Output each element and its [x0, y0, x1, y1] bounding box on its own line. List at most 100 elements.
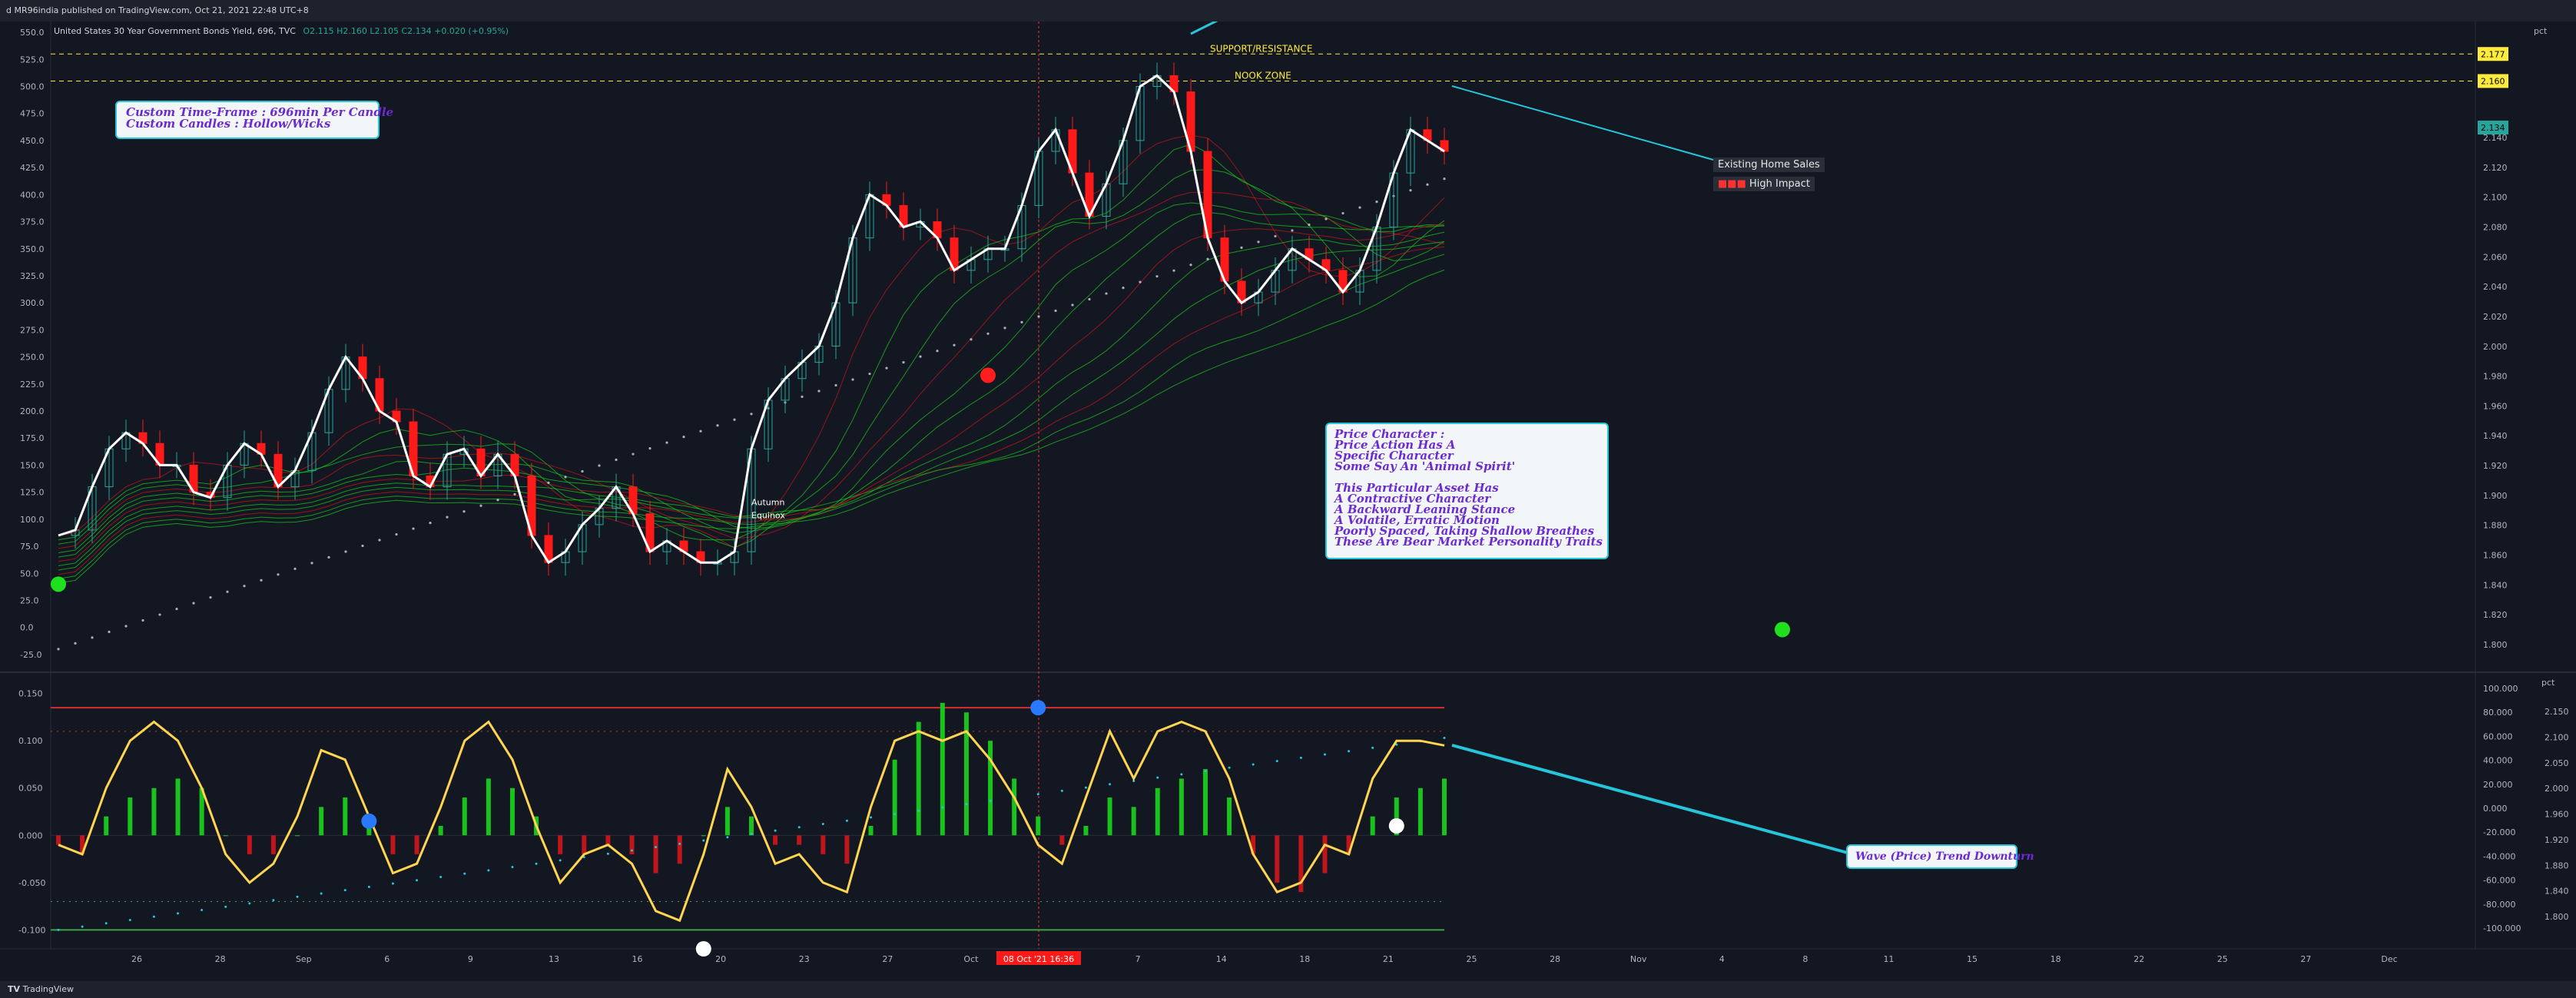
signal-marker-0: [980, 367, 996, 383]
osc-trail-dot-8: [248, 902, 251, 905]
right-scale-pct: pct: [2534, 26, 2548, 36]
histogram-bar-36: [916, 721, 921, 836]
osc-trail-dot-1: [81, 925, 84, 928]
histogram-bar-39: [988, 741, 993, 836]
histogram-bar-1: [80, 835, 85, 854]
osc-right2-tick-4: 1.960: [2545, 810, 2569, 820]
osc-trail-dot-13: [367, 885, 370, 888]
trail-dot-55: [986, 332, 990, 335]
time-tick-22: 15: [1967, 954, 1978, 964]
trail-dot-12: [260, 579, 263, 582]
left-tick-label-19: 75.0: [20, 542, 39, 552]
osc-right-tick-2: 60.000: [2483, 731, 2513, 741]
histogram-bar-7: [223, 835, 228, 837]
osc-trail-dot-27: [702, 839, 705, 842]
histogram-bar-25: [653, 835, 658, 874]
left-tick-label-9: 325.0: [20, 271, 45, 281]
osc-trail-dot-46: [1156, 776, 1159, 779]
osc-trail-dot-0: [57, 928, 60, 931]
histogram-bar-16: [438, 825, 443, 836]
timeframe-line-1: Custom Time-Frame : 696min Per Candle: [126, 105, 394, 119]
equinox-label-2: Equinox: [751, 510, 785, 520]
osc-trail-dot-39: [989, 799, 992, 802]
trail-dot-66: [1172, 269, 1175, 272]
osc-trail-dot-30: [774, 829, 777, 832]
symbol-title: United States 30 Year Government Bonds Y…: [54, 26, 296, 36]
histogram-bar-26: [677, 835, 682, 864]
time-tick-2: Sep: [296, 954, 312, 964]
trail-dot-6: [158, 613, 161, 616]
trail-dot-10: [226, 590, 229, 593]
left-tick-label-1: 525.0: [20, 55, 45, 65]
osc-trail-dot-49: [1228, 766, 1231, 769]
trail-dot-38: [699, 429, 702, 433]
histogram-bar-42: [1059, 835, 1065, 845]
osc-trail-dot-29: [750, 832, 753, 835]
character-line-1: Price Character :: [1334, 427, 1445, 441]
histogram-bar-24: [629, 835, 635, 854]
histogram-bar-37: [940, 702, 945, 836]
osc-right2-tick-3: 2.000: [2545, 784, 2569, 794]
trail-dot-17: [344, 550, 347, 553]
trail-dot-41: [750, 413, 753, 416]
osc-right-tick-7: -40.000: [2483, 851, 2515, 861]
time-tick-16: 25: [1466, 954, 1477, 964]
osc-left-tick-1: 0.100: [18, 736, 43, 746]
osc-right-tick-0: 100.000: [2483, 684, 2518, 694]
wave-downturn-label: Wave (Price) Trend Downturn: [1855, 850, 2034, 863]
osc-left-tick-2: 0.050: [18, 784, 43, 794]
histogram-bar-47: [1179, 778, 1184, 836]
trail-dot-30: [564, 476, 567, 479]
left-tick-label-20: 50.0: [20, 569, 39, 579]
osc-trail-dot-37: [941, 806, 944, 809]
osc-trail-dot-16: [439, 875, 443, 878]
histogram-bar-15: [414, 835, 419, 854]
histogram-bar-3: [128, 797, 133, 836]
histogram-bar-22: [582, 835, 587, 854]
histogram-bar-27: [701, 835, 706, 837]
timeframe-line-2: Custom Candles : Hollow/Wicks: [126, 117, 331, 131]
osc-trail-dot-31: [797, 826, 801, 829]
trail-dot-36: [665, 441, 668, 444]
osc-trail-dot-43: [1084, 786, 1087, 789]
trail-dot-73: [1291, 229, 1294, 232]
osc-right2-tick-8: 1.800: [2545, 912, 2569, 922]
osc-trail-dot-42: [1060, 789, 1063, 792]
trail-dot-74: [1308, 223, 1311, 227]
osc-trail-dot-41: [1036, 793, 1039, 796]
time-tick-5: 13: [549, 954, 559, 964]
right-tick-label-17: 1.800: [2483, 640, 2508, 650]
left-tick-label-15: 175.0: [20, 433, 45, 443]
trail-dot-21: [412, 527, 415, 530]
trail-dot-72: [1274, 234, 1277, 238]
support-resistance-label: SUPPORT/RESISTANCE: [1210, 43, 1312, 54]
wave-downturn-note: Wave (Price) Trend Downturn: [1846, 844, 2034, 869]
time-tick-21: 11: [1883, 954, 1894, 964]
osc-trail-dot-33: [845, 819, 848, 822]
trail-dot-70: [1240, 246, 1243, 249]
histogram-bar-23: [605, 835, 611, 845]
histogram-bar-49: [1227, 797, 1232, 836]
histogram-bar-45: [1131, 807, 1136, 836]
osc-trail-dot-10: [296, 895, 299, 898]
trail-dot-1: [74, 642, 77, 645]
osc-right-tick-3: 40.000: [2483, 756, 2513, 766]
histogram-bar-18: [486, 778, 491, 836]
osc-marker-blue-1: [361, 813, 377, 829]
left-tick-label-5: 425.0: [20, 163, 45, 173]
chart-background: [0, 22, 2576, 981]
osc-trail-dot-53: [1323, 753, 1326, 756]
price-character-note: Price Character : Price Action Has A Spe…: [1325, 423, 1609, 559]
histogram-bar-34: [868, 825, 874, 836]
histogram-bar-31: [797, 835, 802, 845]
osc-trail-dot-38: [965, 803, 968, 806]
osc-trail-dot-20: [535, 862, 538, 865]
trail-dot-20: [395, 532, 398, 536]
trail-dot-65: [1155, 275, 1159, 278]
trail-dot-68: [1206, 257, 1209, 260]
character-line-10: Poorly Spaced, Taking Shallow Breathes: [1334, 524, 1594, 538]
trail-dot-35: [648, 446, 651, 450]
time-tick-15: 21: [1383, 954, 1394, 964]
osc-marker-blue-2: [1030, 700, 1046, 716]
trail-dot-27: [513, 492, 516, 496]
